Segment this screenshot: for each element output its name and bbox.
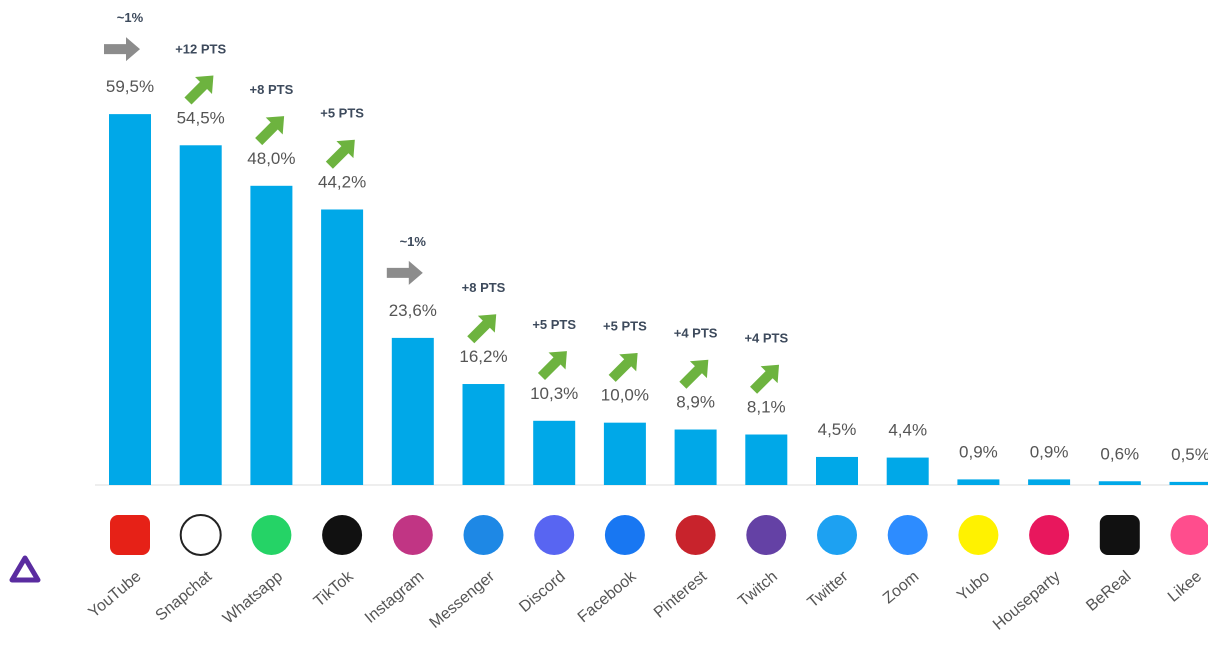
bar (179, 145, 222, 486)
platform-icon (887, 515, 928, 555)
value-label: 0,9% (1030, 442, 1069, 461)
platform-icon (534, 515, 575, 555)
platform-icon (675, 515, 716, 555)
x-tick-label: Twitch (735, 568, 781, 610)
value-label: 0,9% (959, 442, 998, 461)
arrow-shape (386, 260, 423, 285)
bar (250, 185, 293, 486)
x-tick-label: Facebook (575, 567, 641, 626)
x-tick-label: TikTok (311, 567, 358, 610)
arrow-shape (255, 116, 285, 146)
arrow-shape (104, 37, 140, 62)
bar (462, 384, 505, 485)
platform-icon (746, 515, 787, 555)
value-label: 0,5% (1171, 445, 1208, 464)
x-tick-label: Twitter (805, 568, 853, 612)
trend-label: +4 PTS (674, 326, 718, 341)
x-tick-label: Messenger (427, 568, 499, 632)
platform-icon (958, 515, 999, 555)
trend-label: +12 PTS (175, 41, 226, 56)
platform-icon (463, 515, 504, 555)
value-label: 8,1% (747, 398, 786, 417)
arrow-shape (750, 364, 780, 394)
bar (391, 337, 434, 485)
value-label: 16,2% (459, 347, 507, 366)
x-tick-label: Houseparty (990, 568, 1064, 634)
value-label: 48,0% (247, 149, 295, 168)
value-label: 23,6% (389, 301, 437, 320)
trend-arrow-flat (386, 260, 423, 285)
platform-icon (1170, 515, 1208, 555)
bar (1098, 481, 1141, 485)
arrow-shape (325, 139, 355, 169)
platform-icon (251, 515, 292, 555)
trend-label: +8 PTS (250, 82, 294, 97)
bar (674, 429, 717, 485)
platform-icon (392, 515, 433, 555)
arrow-shape (608, 352, 638, 382)
trend-arrow-up (537, 351, 567, 381)
x-tick-label: YouTube (85, 568, 144, 622)
value-label: 54,5% (177, 108, 225, 127)
x-tick-label: Likee (1165, 568, 1205, 606)
arrow-shape (467, 314, 497, 344)
bar (886, 457, 929, 485)
trend-label: ~1% (400, 234, 427, 249)
x-tick-label: Snapchat (153, 568, 216, 625)
bar (603, 422, 646, 485)
trend-arrow-up (750, 364, 780, 394)
value-label: 4,5% (818, 420, 857, 439)
platform-icon (604, 515, 645, 555)
trend-arrow-flat (104, 37, 140, 62)
bar (957, 479, 1000, 485)
x-tick-label: Yubo (954, 568, 993, 605)
trend-arrow-up (255, 116, 285, 146)
value-label: 44,2% (318, 172, 366, 191)
platform-icon (1099, 515, 1140, 555)
trend-label: +4 PTS (744, 331, 788, 346)
bar (321, 209, 364, 485)
arrow-shape (537, 351, 567, 381)
x-tick-label: Discord (516, 568, 568, 616)
value-label: 0,6% (1100, 444, 1139, 463)
x-tick-label: Zoom (880, 568, 922, 607)
trend-arrow-up (184, 75, 214, 105)
bar (1169, 481, 1208, 485)
value-label: 59,5% (106, 77, 154, 96)
logo (9, 555, 41, 583)
bar (109, 114, 151, 485)
platform-icon (1029, 515, 1070, 555)
trend-label: ~1% (117, 10, 144, 25)
bar (745, 434, 788, 485)
value-label: 10,0% (601, 386, 649, 405)
bar (816, 456, 858, 485)
bar (533, 420, 576, 485)
arrow-shape (184, 75, 214, 105)
x-tick-label: Whatsapp (220, 568, 286, 627)
bar (1028, 479, 1071, 485)
value-label: 4,4% (888, 421, 927, 440)
trend-label: +5 PTS (320, 105, 364, 120)
trend-label: +8 PTS (462, 280, 506, 295)
value-label: 10,3% (530, 384, 578, 403)
platform-icon (322, 515, 363, 555)
trend-arrow-up (325, 139, 355, 169)
arrow-shape (679, 359, 709, 389)
x-tick-label: Pinterest (651, 568, 711, 622)
trend-arrow-up (608, 352, 638, 382)
trend-label: +5 PTS (603, 319, 647, 334)
x-tick-label: Instagram (362, 568, 427, 627)
platform-icon (817, 515, 857, 555)
platform-icon (110, 515, 150, 555)
trend-arrow-up (467, 314, 497, 344)
trend-arrow-up (679, 359, 709, 389)
x-tick-label: BeReal (1083, 568, 1134, 615)
value-label: 8,9% (676, 393, 715, 412)
trend-label: +5 PTS (532, 317, 576, 332)
platform-icon (179, 514, 222, 556)
